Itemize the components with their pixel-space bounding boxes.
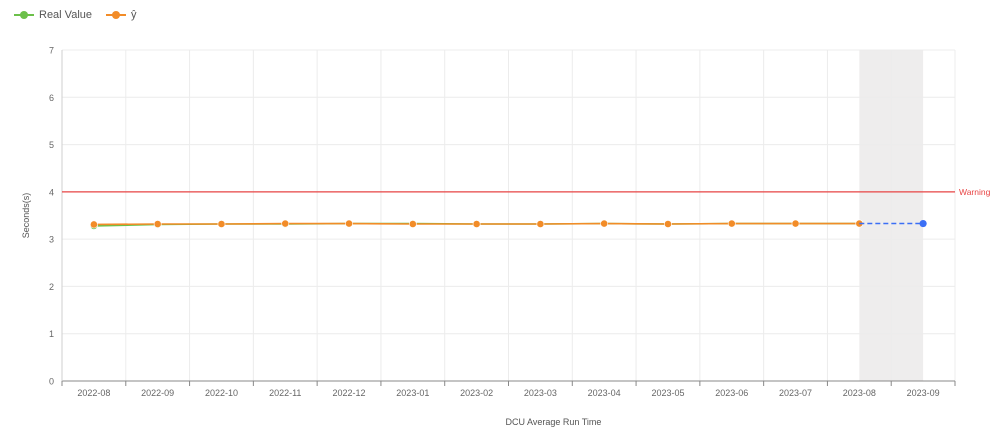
series-point-yhat bbox=[217, 220, 226, 228]
series-point-yhat bbox=[600, 219, 609, 228]
yhat-swatch-icon bbox=[106, 10, 126, 20]
x-tick-label: 2022-11 bbox=[269, 388, 301, 398]
real-value-swatch-icon bbox=[14, 10, 34, 20]
series-point-yhat bbox=[664, 220, 672, 228]
y-tick-label: 0 bbox=[49, 377, 54, 387]
x-tick-label: 2023-06 bbox=[715, 388, 748, 398]
y-tick-label: 4 bbox=[49, 187, 54, 197]
y-tick-label: 3 bbox=[49, 235, 54, 245]
series-point-yhat bbox=[791, 219, 800, 228]
series-point-yhat bbox=[345, 219, 353, 228]
x-tick-label: 2022-09 bbox=[141, 388, 174, 398]
y-axis-title: Seconds(s) bbox=[21, 193, 31, 239]
legend-item-yhat[interactable]: ŷ bbox=[106, 9, 137, 21]
x-tick-label: 2022-10 bbox=[205, 388, 238, 398]
legend-item-real-value[interactable]: Real Value bbox=[14, 9, 92, 21]
series-point-yhat bbox=[408, 220, 417, 228]
x-tick-label: 2023-07 bbox=[779, 388, 812, 398]
legend-label-real-value: Real Value bbox=[39, 9, 92, 21]
series-point-yhat bbox=[472, 220, 481, 228]
x-tick-label: 2023-03 bbox=[524, 388, 557, 398]
y-tick-label: 7 bbox=[49, 46, 54, 56]
series-point-yhat bbox=[727, 219, 736, 228]
x-tick-label: 2023-09 bbox=[907, 388, 940, 398]
legend-label-yhat: ŷ bbox=[131, 9, 137, 21]
series-point-yhat bbox=[536, 220, 545, 228]
x-tick-label: 2022-08 bbox=[77, 388, 110, 398]
x-tick-label: 2023-02 bbox=[460, 388, 493, 398]
series-point-yhat bbox=[281, 219, 290, 228]
y-tick-label: 6 bbox=[49, 93, 54, 103]
series-point-yhat bbox=[89, 220, 98, 229]
x-axis-title: DCU Average Run Time bbox=[506, 417, 602, 427]
series-point-yhat bbox=[153, 220, 162, 228]
y-tick-label: 1 bbox=[49, 329, 54, 339]
x-tick-label: 2023-01 bbox=[396, 388, 429, 398]
forecast-point bbox=[919, 219, 927, 228]
y-tick-label: 2 bbox=[49, 282, 54, 292]
warning-label: Warning bbox=[959, 187, 991, 197]
x-tick-label: 2023-05 bbox=[651, 388, 684, 398]
x-tick-label: 2022-12 bbox=[333, 388, 366, 398]
x-tick-label: 2023-04 bbox=[588, 388, 621, 398]
x-tick-label: 2023-08 bbox=[843, 388, 876, 398]
chart-legend: Real Value ŷ bbox=[14, 9, 137, 21]
y-tick-label: 5 bbox=[49, 140, 54, 150]
